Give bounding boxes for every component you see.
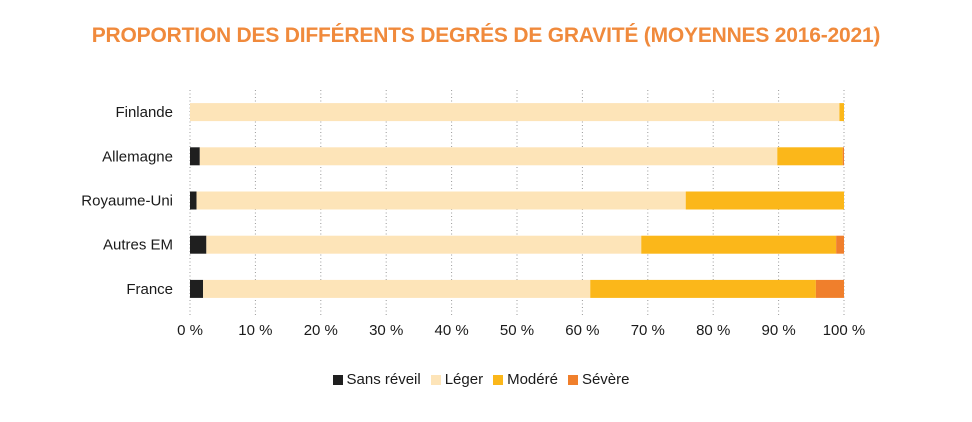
- legend-swatch: [332, 374, 343, 385]
- category-label: Allemagne: [102, 148, 173, 165]
- x-tick-label: 20 %: [304, 322, 338, 339]
- bar-segment: [190, 147, 200, 166]
- bar-segment: [203, 279, 591, 298]
- bar-segment: [685, 191, 844, 210]
- x-tick-label: 0 %: [177, 322, 203, 339]
- legend-item: Léger: [430, 371, 484, 388]
- bar-segment: [590, 279, 816, 298]
- bar-segment: [196, 191, 686, 210]
- legend-label: Sans réveil: [346, 371, 421, 388]
- category-label: France: [126, 281, 173, 298]
- x-tick-label: 80 %: [696, 322, 730, 339]
- legend-swatch: [567, 374, 578, 385]
- chart-legend: Sans réveil Léger Modéré Sévère: [0, 371, 972, 388]
- legend-swatch: [493, 374, 504, 385]
- x-tick-label: 100 %: [823, 322, 866, 339]
- bar-segment: [190, 191, 197, 210]
- legend-label: Léger: [444, 371, 484, 388]
- bar-segment: [641, 235, 837, 254]
- bar-segment: [206, 235, 642, 254]
- x-tick-label: 70 %: [631, 322, 665, 339]
- legend-label: Sévère: [581, 371, 630, 388]
- bar-segment: [199, 147, 778, 166]
- x-tick-label: 60 %: [565, 322, 599, 339]
- legend-swatch: [430, 374, 441, 385]
- bar-segment: [190, 103, 840, 122]
- bar-segment: [839, 103, 844, 122]
- bar-segment: [842, 147, 844, 166]
- chart-title: PROPORTION DES DIFFÉRENTS DEGRÉS DE GRAV…: [91, 24, 881, 47]
- bar-segment: [777, 147, 843, 166]
- x-tick-label: 90 %: [761, 322, 795, 339]
- bar-segment: [190, 279, 204, 298]
- bar-segment: [815, 279, 844, 298]
- x-tick-label: 10 %: [238, 322, 272, 339]
- legend-label: Modéré: [507, 371, 558, 388]
- legend-item: Modéré: [493, 371, 558, 388]
- category-label: Autres EM: [103, 237, 173, 254]
- x-tick-label: 30 %: [369, 322, 403, 339]
- category-label: Royaume-Uni: [81, 193, 173, 210]
- legend-item: Sévère: [567, 371, 630, 388]
- x-tick-label: 50 %: [500, 322, 534, 339]
- bar-segment: [836, 235, 844, 254]
- category-label: Finlande: [115, 104, 173, 121]
- legend-item: Sans réveil: [332, 371, 421, 388]
- bar-segment: [190, 235, 207, 254]
- x-tick-label: 40 %: [434, 322, 468, 339]
